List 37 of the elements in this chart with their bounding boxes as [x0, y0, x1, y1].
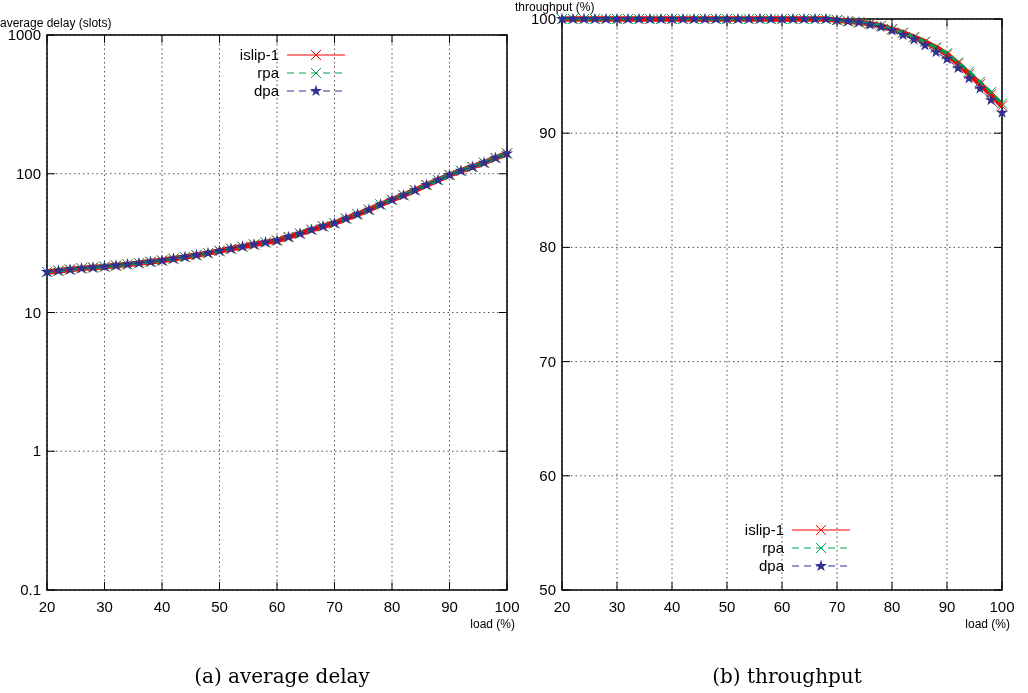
x-tick-label: 40 [663, 598, 681, 615]
x-tick-label: 70 [828, 598, 846, 615]
legend-label: dpa [758, 557, 785, 574]
x-tick-label: 90 [938, 598, 956, 615]
x-tick-label: 30 [96, 598, 113, 615]
x-tick-label: 60 [773, 598, 791, 615]
y-tick-label: 1 [32, 442, 41, 460]
y-tick-label: 10 [24, 303, 41, 321]
y-tick-label: 90 [539, 124, 556, 142]
y-tick-label: 80 [539, 238, 556, 256]
legend-label: islip-1 [239, 46, 279, 63]
text: (b) throughput [712, 664, 862, 688]
legend-label: rpa [257, 64, 280, 81]
x-tick-label: 90 [441, 598, 458, 615]
y-tick-label: 60 [539, 466, 556, 484]
y-tick-label: 50 [539, 581, 556, 598]
y-tick-label: 0.1 [20, 581, 41, 598]
y-tick-label: 100 [15, 164, 41, 182]
legend-label: islip-1 [744, 521, 784, 538]
x-tick-label: 20 [38, 598, 56, 615]
x-axis-title: load (%) [470, 617, 515, 631]
x-tick-label: 50 [211, 598, 228, 615]
text: (a) average delay [194, 664, 371, 688]
legend-label: rpa [762, 539, 785, 556]
x-tick-label: 60 [268, 598, 286, 615]
x-tick-label: 100 [494, 598, 520, 615]
x-tick-label: 20 [553, 598, 571, 615]
y-tick-label: 70 [539, 352, 556, 370]
x-tick-label: 40 [153, 598, 171, 615]
x-tick-label: 30 [608, 598, 626, 615]
x-tick-label: 80 [883, 598, 901, 615]
x-tick-label: 50 [718, 598, 736, 615]
x-tick-label: 100 [989, 598, 1015, 615]
x-tick-label: 80 [383, 598, 401, 615]
legend-label: dpa [253, 82, 280, 99]
x-tick-label: 70 [326, 598, 343, 615]
x-axis-title: load (%) [965, 617, 1010, 631]
